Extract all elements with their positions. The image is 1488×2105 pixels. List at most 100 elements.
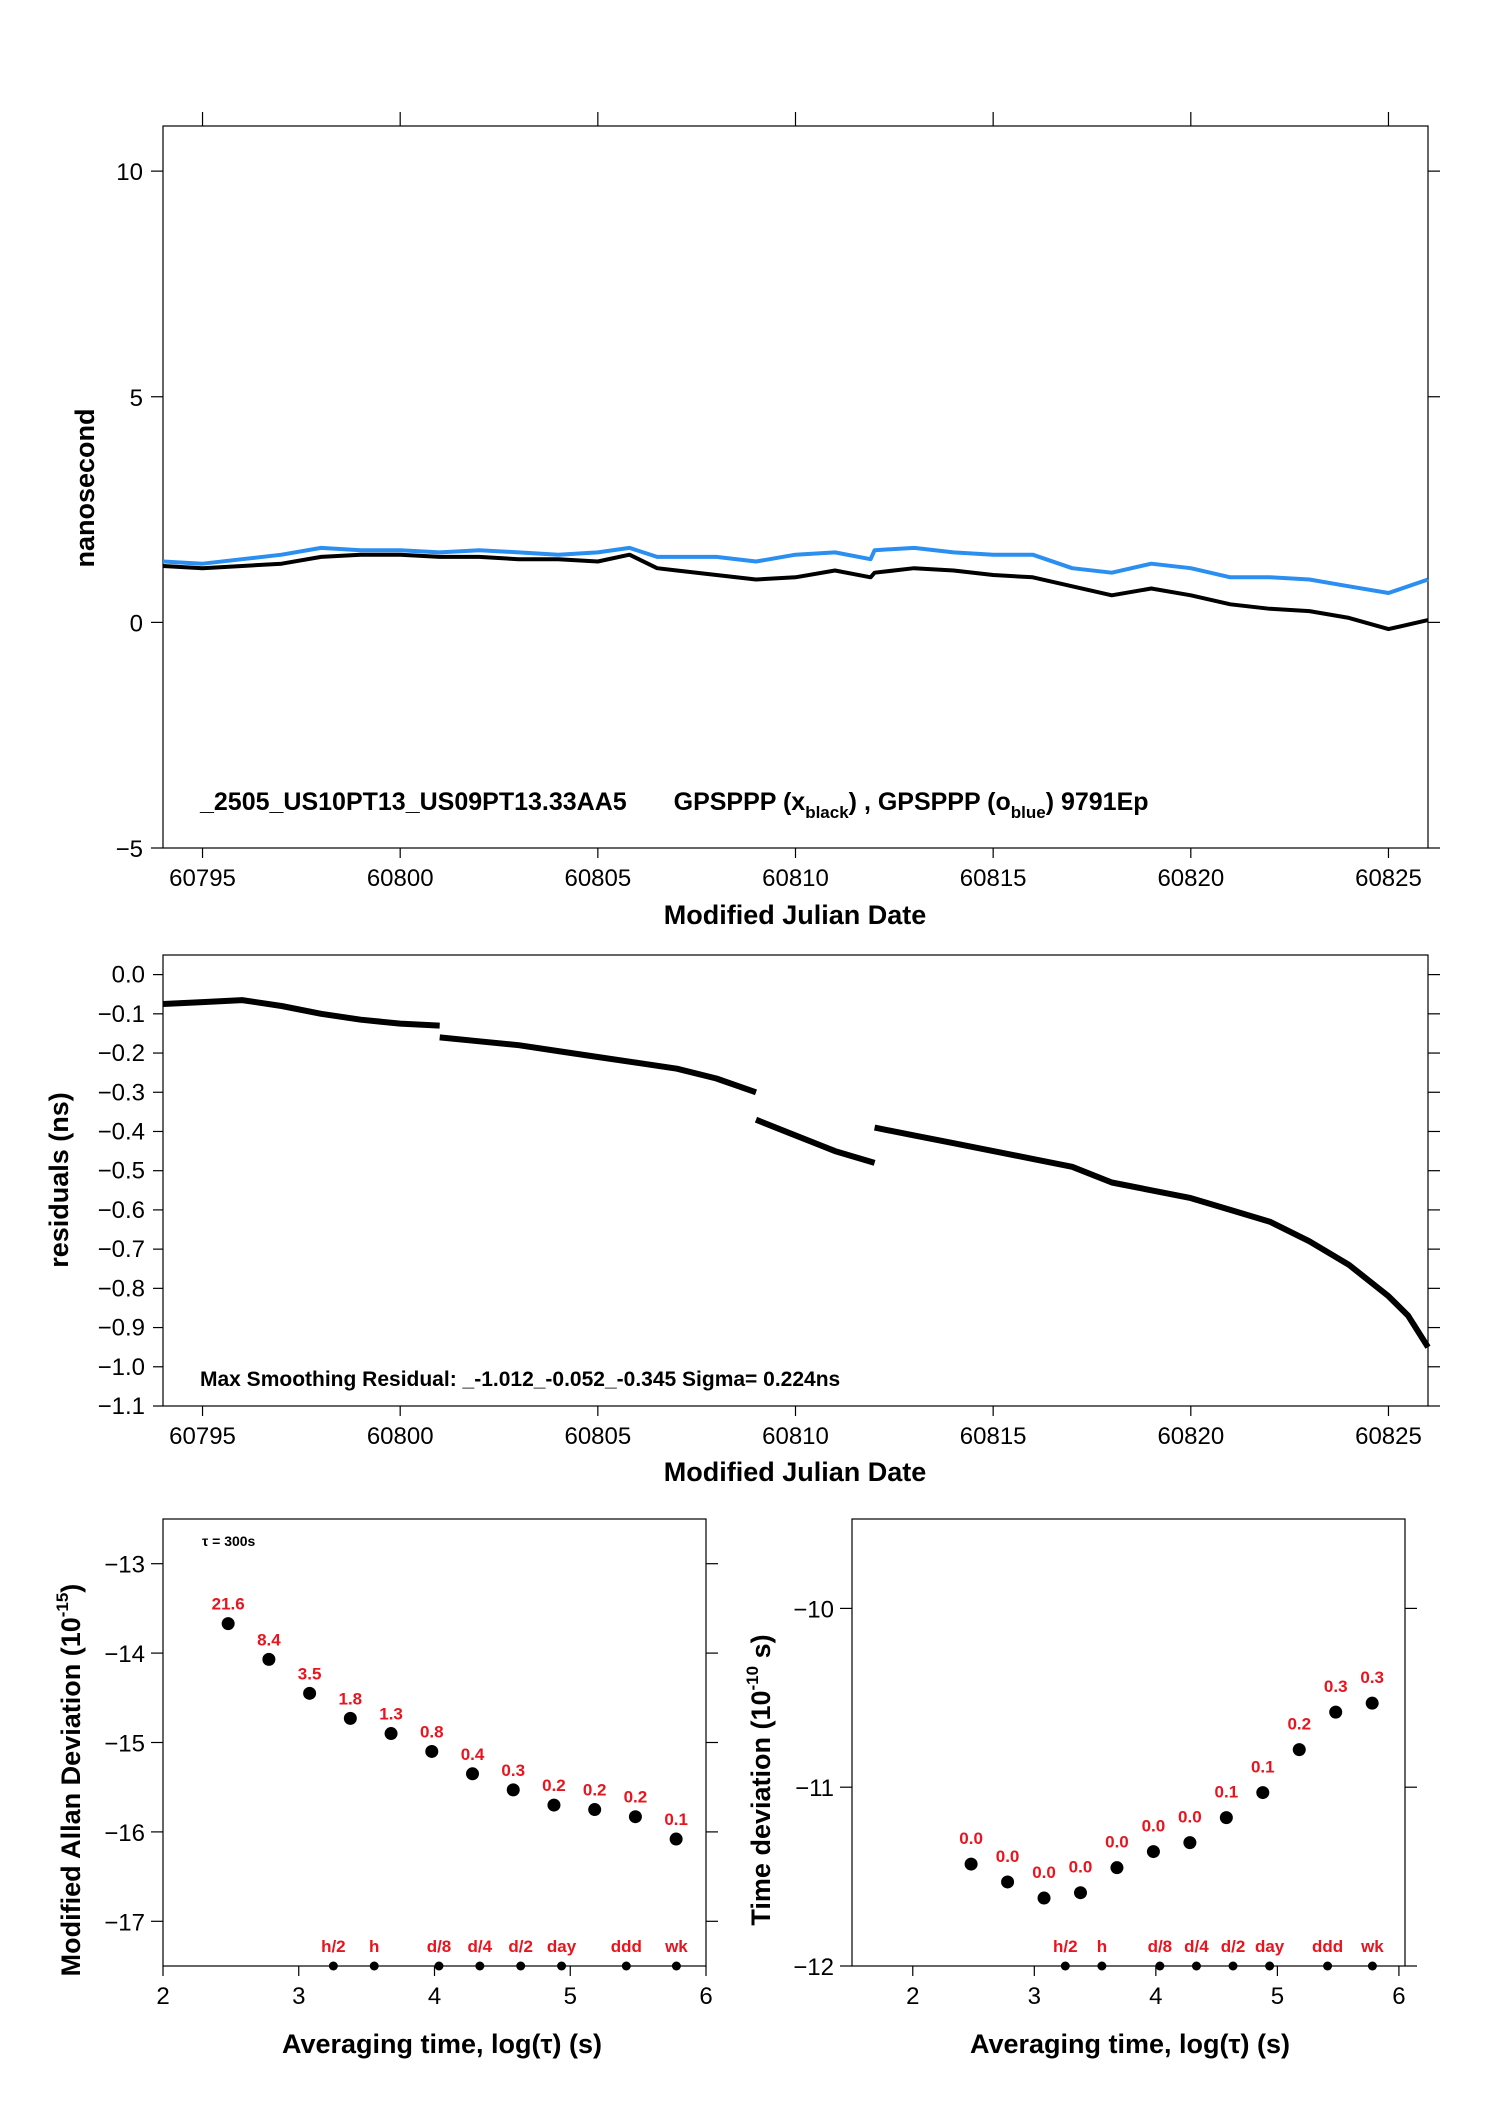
allan-point-label: 0.8 xyxy=(420,1722,444,1741)
tdev-data-point xyxy=(1037,1891,1051,1905)
tdev-point-label: 0.0 xyxy=(1142,1817,1166,1836)
tdev-marker-dot xyxy=(1060,1961,1070,1971)
tdev-marker-label: wk xyxy=(1360,1937,1384,1956)
tdev-marker-dot xyxy=(1323,1961,1333,1971)
allan-point-label: 8.4 xyxy=(257,1630,281,1649)
tdev-data-point xyxy=(1329,1705,1343,1719)
allan-ytick-label: −13 xyxy=(104,1552,145,1579)
allan-xtick-label: 2 xyxy=(156,1983,169,2010)
middle-xtick-label: 60815 xyxy=(960,1423,1027,1450)
tdev-plot-frame xyxy=(851,1518,1406,1967)
tdev-data-point xyxy=(1073,1886,1087,1900)
annotation-sub2: blue xyxy=(1011,803,1046,822)
allan-marker-label: d/8 xyxy=(427,1937,452,1956)
tdev-xtick-label: 3 xyxy=(1028,1983,1041,2010)
middle-ytick-label: −1.0 xyxy=(98,1354,145,1381)
allan-marker-label: wk xyxy=(664,1937,688,1956)
allan-point-label: 0.3 xyxy=(501,1761,525,1780)
top-xtick-label: 60795 xyxy=(169,865,236,892)
top-xtick-label: 60800 xyxy=(367,865,434,892)
tdev-marker-dot xyxy=(1367,1961,1377,1971)
allan-point-label: 3.5 xyxy=(298,1664,322,1683)
top-plot-frame xyxy=(162,125,1429,849)
allan-marker-label: h xyxy=(369,1937,379,1956)
tdev-marker-label: d/8 xyxy=(1148,1937,1173,1956)
allan-panel: Averaging time, log(τ) (s) Modified Alla… xyxy=(53,1518,718,2059)
middle-ytick-label: −0.9 xyxy=(98,1315,145,1342)
allan-marker-label: d/4 xyxy=(468,1937,493,1956)
tdev-xtick-label: 4 xyxy=(1149,1983,1162,2010)
residual-segment-line xyxy=(162,997,440,1029)
annotation-sub1: black xyxy=(805,803,849,822)
allan-ytick-label: −15 xyxy=(104,1731,145,1758)
tdev-point-label: 0.2 xyxy=(1287,1715,1311,1734)
allan-ylabel-end: ) xyxy=(56,1584,86,1593)
allan-marker-dot xyxy=(369,1961,379,1971)
tdev-data-point xyxy=(1292,1743,1306,1757)
annotation-prefix: _2505_US10PT13_US09PT13.33AA5 xyxy=(199,788,627,816)
allan-point-label: 0.4 xyxy=(461,1745,485,1764)
allan-data-point xyxy=(669,1832,683,1846)
middle-plot-frame xyxy=(162,954,1429,1407)
tdev-data-point xyxy=(964,1857,978,1871)
tdev-xtick-label: 2 xyxy=(906,1983,919,2010)
tdev-ylabel-main: Time deviation (10 xyxy=(746,1691,776,1926)
tdev-point-label: 0.3 xyxy=(1360,1668,1384,1687)
allan-xtick-label: 5 xyxy=(564,1983,577,2010)
allan-point-label: 1.3 xyxy=(379,1705,403,1724)
tdev-marker-dot xyxy=(1191,1961,1201,1971)
tdev-point-label: 0.1 xyxy=(1251,1758,1275,1777)
allan-marker-dot xyxy=(516,1961,526,1971)
allan-marker-dot xyxy=(621,1961,631,1971)
middle-ytick-label: −0.5 xyxy=(98,1158,145,1185)
allan-data-point xyxy=(466,1767,480,1781)
tdev-point-label: 0.0 xyxy=(1178,1808,1202,1827)
tdev-point-label: 0.0 xyxy=(1105,1833,1129,1852)
tdev-marker-label: d/2 xyxy=(1221,1937,1246,1956)
top-ytick-label: 10 xyxy=(116,159,143,186)
allan-marker-dot xyxy=(434,1961,444,1971)
middle-xtick-label: 60805 xyxy=(564,1423,631,1450)
tdev-marker-label: ddd xyxy=(1312,1937,1343,1956)
allan-point-label: 1.8 xyxy=(339,1689,363,1708)
allan-marker-dot xyxy=(475,1961,485,1971)
allan-ytick-label: −17 xyxy=(104,1909,145,1936)
tdev-marker-label: day xyxy=(1255,1937,1285,1956)
middle-ytick-label: −0.7 xyxy=(98,1236,145,1263)
allan-xtick-label: 6 xyxy=(699,1983,712,2010)
tdev-ytick-label: −12 xyxy=(793,1954,834,1981)
allan-plot-frame xyxy=(162,1518,707,1967)
middle-panel-xlabel: Modified Julian Date xyxy=(664,1457,927,1487)
top-xtick-label: 60805 xyxy=(564,865,631,892)
allan-point-label: 21.6 xyxy=(212,1595,245,1614)
middle-ytick-label: −0.2 xyxy=(98,1040,145,1067)
allan-data-point xyxy=(343,1711,357,1725)
top-xtick-label: 60815 xyxy=(960,865,1027,892)
tdev-xtick-label: 6 xyxy=(1392,1983,1405,2010)
allan-data-point xyxy=(588,1803,602,1817)
allan-panel-ylabel: Modified Allan Deviation (10-15) xyxy=(53,1584,86,1977)
tdev-point-label: 0.0 xyxy=(1032,1863,1056,1882)
allan-data-point xyxy=(425,1744,439,1758)
annotation-part3: ) 9791Ep xyxy=(1046,788,1149,816)
tdev-data-point xyxy=(1110,1861,1124,1875)
middle-xtick-label: 60825 xyxy=(1355,1423,1422,1450)
middle-ytick-label: 0.0 xyxy=(112,962,145,989)
tdev-marker-label: h/2 xyxy=(1053,1937,1078,1956)
top-xtick-label: 60825 xyxy=(1355,865,1422,892)
top-ytick-label: 0 xyxy=(130,610,143,637)
allan-xtick-label: 4 xyxy=(428,1983,441,2010)
annotation-part1: GPSPPP (x xyxy=(674,788,806,816)
tdev-marker-dot xyxy=(1265,1961,1275,1971)
tdev-point-label: 0.0 xyxy=(996,1847,1020,1866)
tdev-data-point xyxy=(1365,1696,1379,1710)
middle-panel-annotation: Max Smoothing Residual: _-1.012_-0.052_-… xyxy=(200,1368,840,1391)
middle-ytick-label: −0.3 xyxy=(98,1079,145,1106)
middle-ytick-label: −0.8 xyxy=(98,1275,145,1302)
allan-marker-dot xyxy=(557,1961,567,1971)
tdev-data-point xyxy=(1256,1786,1270,1800)
tdev-marker-label: d/4 xyxy=(1184,1937,1209,1956)
blue-series-line xyxy=(162,545,1429,595)
top-panel-ylabel: nanosecond xyxy=(70,408,100,567)
